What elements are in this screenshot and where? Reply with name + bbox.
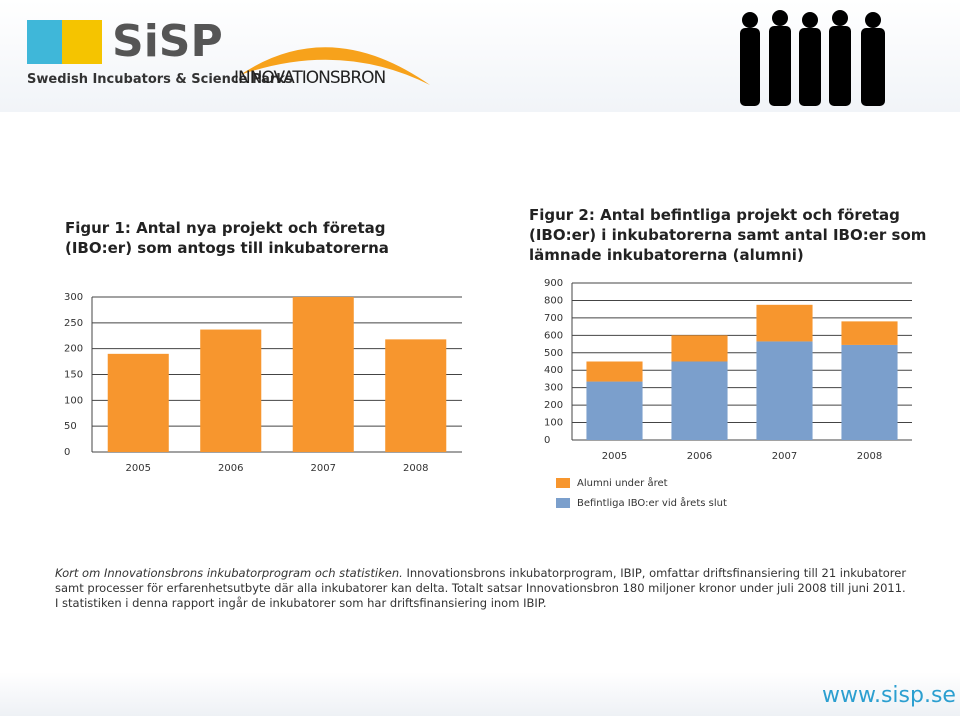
y-tick-label: 50 (64, 421, 77, 432)
partner-swoosh (240, 47, 430, 85)
y-tick-label: 400 (544, 365, 563, 376)
bar-segment (841, 344, 898, 440)
bar-segment (586, 381, 643, 440)
x-tick-label: 2005 (126, 463, 151, 474)
charts: 0 50 100 150 200 250 300 2005 2006 2007 2008 0 100 20… (64, 278, 912, 509)
x-tick-label: 2005 (602, 451, 627, 462)
caption: Kort om Innovationsbrons inkubatorprogra… (55, 566, 925, 611)
y-tick-label: 250 (64, 318, 83, 329)
bar-segment (671, 335, 728, 362)
bar-segment (756, 341, 813, 440)
y-tick-label: 150 (64, 370, 83, 381)
x-tick-label: 2007 (772, 451, 797, 462)
bar-segment (841, 321, 898, 345)
bar (385, 339, 447, 452)
footer-band (0, 672, 960, 716)
caption-lead: Kort om Innovationsbrons inkubatorprogra… (55, 566, 403, 580)
legend-label: Befintliga IBO:er vid årets slut (577, 496, 727, 509)
y-tick-label: 600 (544, 330, 563, 341)
y-tick-label: 500 (544, 348, 563, 359)
y-tick-label: 800 (544, 295, 563, 306)
logo-square (27, 20, 67, 64)
legend-label: Alumni under året (577, 476, 668, 489)
logo: SiSP (112, 16, 223, 67)
bar (107, 353, 169, 452)
chart-title: Figur 2: Antal befintliga projekt och fö… (529, 206, 927, 264)
logo-subtitle: Swedish Incubators & Science Parks (27, 72, 293, 87)
y-tick-label: 0 (544, 435, 550, 446)
y-tick-label: 300 (64, 292, 83, 303)
bar-segment (756, 304, 813, 342)
x-tick-label: 2007 (311, 463, 336, 474)
legend-swatch (556, 498, 570, 508)
bar-segment (671, 361, 728, 440)
y-tick-label: 300 (544, 383, 563, 394)
x-tick-label: 2006 (687, 451, 712, 462)
y-tick-label: 100 (64, 395, 83, 406)
bar (200, 329, 262, 452)
y-tick-label: 200 (544, 400, 563, 411)
y-tick-label: 900 (544, 278, 563, 289)
x-tick-label: 2008 (857, 451, 882, 462)
legend-swatch (556, 478, 570, 488)
x-tick-label: 2008 (403, 463, 428, 474)
y-tick-label: 0 (64, 447, 70, 458)
footer-url: www.sisp.se (822, 683, 956, 708)
x-tick-label: 2006 (218, 463, 243, 474)
people-silhouettes (740, 10, 885, 106)
chart-title: Figur 1: Antal nya projekt och företag (… (65, 219, 389, 257)
bar-segment (586, 361, 643, 382)
bar (292, 297, 354, 452)
partner-logo: INNOVATIONSBRON (234, 68, 386, 88)
caption-text: I statistiken i denna rapport ingår de i… (55, 596, 547, 610)
y-tick-label: 200 (64, 344, 83, 355)
y-tick-label: 100 (544, 418, 563, 429)
y-tick-label: 700 (544, 313, 563, 324)
logo-square (62, 20, 102, 64)
caption-text: Innovationsbrons inkubatorprogram, IBIP,… (55, 566, 907, 595)
